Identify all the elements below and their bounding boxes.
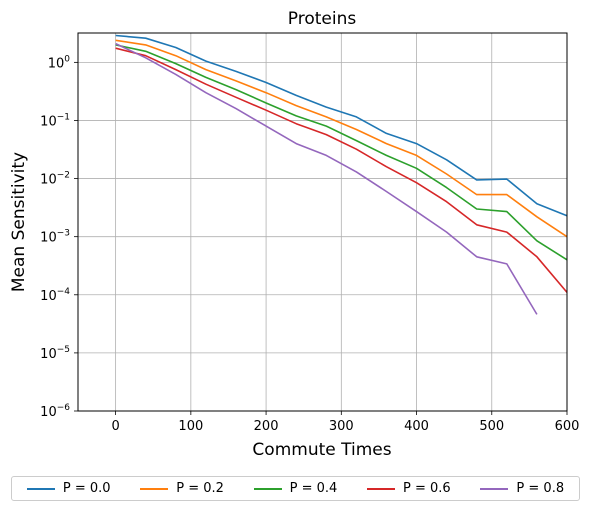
y-tick-exponent: −2 <box>57 171 70 181</box>
legend-label: P = 0.8 <box>516 481 565 496</box>
legend-item: P = 0.0 <box>26 481 111 496</box>
x-tick-label: 300 <box>329 419 354 434</box>
series-lines <box>115 34 568 315</box>
legend-swatch <box>253 487 282 490</box>
x-tick-label: 200 <box>254 419 279 434</box>
legend-swatch <box>140 487 169 490</box>
plot-frame <box>77 32 568 412</box>
y-tick-label: 10−4 <box>40 287 70 304</box>
y-tick-mantissa: 10 <box>40 347 57 362</box>
grid <box>78 33 568 412</box>
legend-swatch <box>26 487 55 490</box>
legend-label: P = 0.0 <box>62 481 111 496</box>
y-tick-exponent: −6 <box>57 403 71 413</box>
series-line-3 <box>115 47 568 293</box>
series-line-4 <box>115 42 538 315</box>
y-tick-exponent: −4 <box>57 287 71 297</box>
y-tick-label: 10−3 <box>40 229 70 246</box>
legend-label: P = 0.2 <box>176 481 224 496</box>
x-axis-label: Commute Times <box>252 440 391 460</box>
y-tick-label: 10−6 <box>40 403 70 420</box>
y-tick-mantissa: 10 <box>40 114 57 129</box>
x-tick-label: 600 <box>555 419 580 434</box>
x-tick-label: 100 <box>178 419 203 434</box>
x-tick-label: 400 <box>404 419 429 434</box>
legend-swatch <box>367 487 396 490</box>
y-tick-exponent: −1 <box>57 112 70 122</box>
series-line-1 <box>115 39 568 238</box>
legend-label: P = 0.6 <box>403 481 451 496</box>
chart-title: Proteins <box>288 9 357 29</box>
y-tick-exponent: −5 <box>57 345 70 355</box>
y-tick-exponent: 0 <box>64 54 70 64</box>
legend-item: P = 0.4 <box>253 481 338 496</box>
legend-item: P = 0.8 <box>480 481 564 496</box>
legend: P = 0.0 P = 0.2 P = 0.4 P = 0.6 P = 0.8 <box>11 476 580 501</box>
series-line-0 <box>115 34 568 217</box>
legend-label: P = 0.4 <box>289 481 338 496</box>
x-tick-label: 0 <box>111 419 119 434</box>
y-tick-mantissa: 10 <box>40 231 57 246</box>
x-axis-ticks: 0 100 200 300 400 500 600 <box>111 411 579 434</box>
x-tick-label: 500 <box>479 419 504 434</box>
y-tick-label: 10−2 <box>40 171 70 188</box>
y-tick-exponent: −3 <box>57 229 70 239</box>
legend-item: P = 0.6 <box>367 481 451 496</box>
y-tick-label: 10−1 <box>40 112 70 129</box>
y-tick-mantissa: 10 <box>40 289 57 304</box>
legend-item: P = 0.2 <box>140 481 224 496</box>
y-tick-mantissa: 10 <box>48 56 65 71</box>
y-tick-label: 100 <box>48 54 71 71</box>
y-axis-label: Mean Sensitivity <box>9 152 29 292</box>
y-tick-mantissa: 10 <box>40 173 57 188</box>
series-line-2 <box>115 44 568 261</box>
y-tick-mantissa: 10 <box>40 405 57 420</box>
y-tick-label: 10−5 <box>40 345 70 362</box>
legend-swatch <box>480 487 509 490</box>
